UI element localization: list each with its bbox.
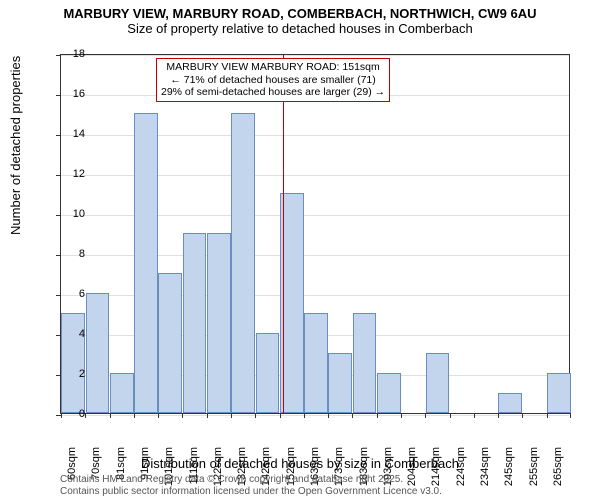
xtick-mark — [110, 413, 111, 418]
ytick-label: 4 — [79, 328, 85, 340]
footer-line1: Contains HM Land Registry data © Crown c… — [60, 474, 442, 486]
xtick-mark — [207, 413, 208, 418]
xtick-mark — [498, 413, 499, 418]
footer-line2: Contains public sector information licen… — [60, 486, 442, 498]
ytick-mark — [56, 135, 61, 136]
annotation-line1: MARBURY VIEW MARBURY ROAD: 151sqm — [161, 61, 385, 74]
xtick-mark — [61, 413, 62, 418]
ytick-mark — [56, 255, 61, 256]
xtick-mark — [450, 413, 451, 418]
chart-plot-area: MARBURY VIEW MARBURY ROAD: 151sqm← 71% o… — [60, 54, 570, 414]
ytick-label: 10 — [73, 208, 85, 220]
ytick-label: 18 — [73, 48, 85, 60]
xtick-mark — [474, 413, 475, 418]
bar — [353, 313, 377, 413]
ytick-mark — [56, 175, 61, 176]
bar — [256, 333, 280, 413]
xtick-mark — [85, 413, 86, 418]
xtick-mark — [182, 413, 183, 418]
annotation-box: MARBURY VIEW MARBURY ROAD: 151sqm← 71% o… — [156, 58, 390, 102]
xtick-mark — [522, 413, 523, 418]
ytick-mark — [56, 55, 61, 56]
ytick-label: 16 — [73, 88, 85, 100]
title-line1: MARBURY VIEW, MARBURY ROAD, COMBERBACH, … — [0, 6, 600, 21]
ytick-label: 12 — [73, 168, 85, 180]
gridline — [61, 415, 569, 416]
ytick-mark — [56, 95, 61, 96]
footer-attribution: Contains HM Land Registry data © Crown c… — [60, 474, 442, 498]
bar — [110, 373, 134, 413]
ytick-label: 0 — [79, 408, 85, 420]
ytick-label: 2 — [79, 368, 85, 380]
xtick-mark — [255, 413, 256, 418]
bar — [134, 113, 158, 413]
bar — [183, 233, 207, 413]
bar — [304, 313, 328, 413]
ytick-mark — [56, 295, 61, 296]
ytick-mark — [56, 215, 61, 216]
ytick-label: 14 — [73, 128, 85, 140]
bar — [377, 373, 401, 413]
bar — [207, 233, 231, 413]
reference-line — [283, 55, 284, 413]
xtick-mark — [547, 413, 548, 418]
gridline — [61, 55, 569, 56]
bar — [86, 293, 110, 413]
xtick-mark — [328, 413, 329, 418]
ytick-label: 8 — [79, 248, 85, 260]
xtick-mark — [401, 413, 402, 418]
xtick-mark — [280, 413, 281, 418]
bar — [328, 353, 352, 413]
bar — [231, 113, 255, 413]
xtick-mark — [377, 413, 378, 418]
y-axis-label: Number of detached properties — [8, 56, 23, 235]
xtick-mark — [231, 413, 232, 418]
xtick-mark — [352, 413, 353, 418]
xtick-mark — [304, 413, 305, 418]
bar — [158, 273, 182, 413]
ytick-label: 6 — [79, 288, 85, 300]
title-line2: Size of property relative to detached ho… — [0, 21, 600, 36]
xtick-mark — [425, 413, 426, 418]
annotation-line2: ← 71% of detached houses are smaller (71… — [161, 74, 385, 87]
annotation-line3: 29% of semi-detached houses are larger (… — [161, 86, 385, 99]
xtick-mark — [134, 413, 135, 418]
bar — [498, 393, 522, 413]
bar — [547, 373, 571, 413]
x-axis-label: Distribution of detached houses by size … — [0, 456, 600, 471]
bar — [426, 353, 450, 413]
xtick-mark — [158, 413, 159, 418]
xtick-mark — [570, 413, 571, 418]
